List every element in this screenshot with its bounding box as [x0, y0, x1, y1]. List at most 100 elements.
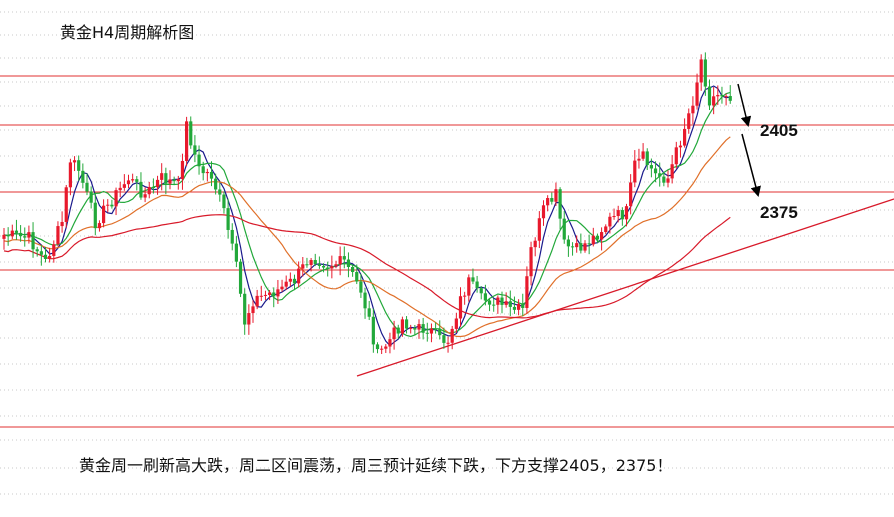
- candle-body: [85, 182, 89, 192]
- candle-body: [550, 198, 554, 202]
- candle-body: [633, 160, 637, 183]
- candle-body: [674, 147, 678, 165]
- candle-body: [504, 301, 508, 305]
- candle-body: [330, 266, 334, 269]
- candle-body: [222, 194, 226, 209]
- candle-body: [429, 328, 434, 334]
- candle-body: [691, 105, 695, 114]
- candle-body: [475, 281, 479, 289]
- candle-body: [77, 160, 81, 171]
- candle-body: [641, 151, 645, 159]
- candles: [2, 52, 732, 355]
- candle-body: [268, 292, 272, 295]
- candle-body: [483, 293, 487, 301]
- candle-body: [608, 216, 612, 227]
- candle-body: [297, 268, 301, 284]
- moving-averages: [3, 85, 731, 347]
- candle-body: [238, 261, 243, 294]
- candle-body: [155, 179, 160, 188]
- candle-body: [151, 187, 155, 189]
- candle-body: [695, 82, 699, 106]
- candle-body: [500, 297, 504, 305]
- candle-body: [172, 179, 176, 182]
- candle-body: [583, 243, 587, 251]
- candle-body: [521, 303, 525, 308]
- candle-body: [450, 328, 454, 343]
- candle-body: [666, 178, 670, 183]
- candle-body: [180, 160, 185, 180]
- candle-body: [699, 59, 703, 83]
- candle-body: [487, 300, 492, 305]
- chart-annotation: 黄金周一刷新高大跌，周二区间震荡，周三预计延续下跌，下方支撑2405，2375！: [79, 456, 673, 475]
- candle-body: [587, 243, 591, 245]
- candle-body: [570, 246, 575, 248]
- candle-body: [52, 244, 56, 256]
- forecast-arrow-1: [737, 83, 752, 128]
- candle-body: [160, 173, 164, 180]
- candle-body: [168, 179, 172, 184]
- candle-body: [367, 308, 371, 317]
- candle-body: [359, 281, 363, 293]
- grid: [0, 11, 894, 495]
- candle-body: [678, 145, 683, 148]
- candle-body: [106, 204, 110, 206]
- candle-body: [604, 226, 608, 233]
- candle-body: [508, 301, 512, 307]
- candle-body: [363, 292, 367, 309]
- candle-body: [384, 346, 388, 349]
- candle-body: [525, 276, 529, 308]
- candle-body: [400, 319, 404, 334]
- candle-body: [230, 229, 234, 244]
- candle-body: [6, 234, 10, 237]
- candle-body: [687, 113, 691, 129]
- candle-body: [683, 128, 687, 146]
- candle-body: [214, 178, 218, 190]
- candle-body: [537, 218, 541, 241]
- candle-body: [122, 184, 126, 188]
- candle-body: [409, 327, 413, 329]
- candle-body: [185, 121, 189, 161]
- candle-body: [259, 295, 263, 297]
- candle-body: [31, 232, 35, 250]
- candle-body: [288, 278, 292, 282]
- candle-body: [218, 189, 222, 195]
- candle-body: [355, 272, 359, 282]
- candle-body: [562, 218, 566, 240]
- candle-body: [247, 313, 251, 325]
- trendline: [356, 198, 894, 377]
- candle-body: [703, 59, 707, 87]
- candle-body: [620, 210, 624, 220]
- candle-body: [662, 176, 666, 183]
- candle-body: [10, 230, 14, 237]
- candle-body: [616, 210, 620, 217]
- candle-body: [309, 260, 313, 265]
- candle-body: [23, 236, 27, 238]
- candle-body: [467, 277, 471, 296]
- candle-body: [72, 160, 77, 163]
- candle-body: [670, 164, 674, 179]
- candle-body: [326, 267, 330, 269]
- chart-title: 黄金H4周期解析图: [60, 23, 195, 42]
- candle-body: [471, 277, 475, 282]
- candle-body: [658, 173, 662, 177]
- candle-body: [517, 303, 521, 310]
- candle-body: [479, 288, 483, 294]
- candle-body: [375, 344, 380, 350]
- ma-mid-line: [3, 136, 731, 338]
- candle-body: [591, 235, 595, 245]
- candle-body: [417, 324, 421, 330]
- candle-body: [458, 296, 463, 319]
- candle-body: [263, 294, 268, 296]
- candle-body: [712, 96, 716, 106]
- level-label-2375: 2375: [760, 203, 798, 222]
- ma-fast-line: [3, 85, 731, 347]
- candle-body: [558, 189, 562, 219]
- ma-slow-line: [3, 214, 731, 319]
- candle-body: [143, 194, 147, 198]
- candle-body: [529, 247, 533, 277]
- candle-body: [392, 327, 396, 340]
- candle-body: [48, 255, 52, 259]
- candle-body: [189, 121, 193, 146]
